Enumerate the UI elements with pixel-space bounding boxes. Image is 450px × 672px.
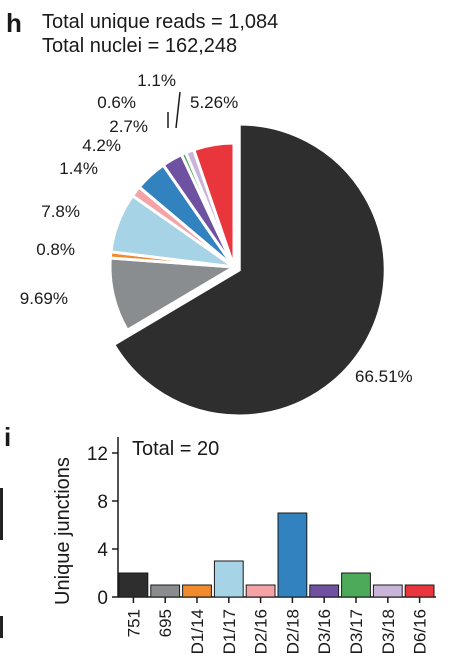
bar-751 — [118, 572, 149, 598]
pie-label-10: 5.26% — [190, 93, 238, 112]
pie-leader-9 — [175, 91, 181, 129]
pie-label-7: 2.7% — [109, 117, 148, 136]
pie-label-8: 0.6% — [97, 93, 136, 112]
y-axis-label: Unique junctions — [52, 457, 74, 605]
bar-D3-16 — [309, 584, 340, 598]
y-tick-label-12: 12 — [87, 444, 108, 465]
x-tick-label-6: D2/18 — [283, 609, 302, 654]
y-tick-label-8: 8 — [97, 492, 108, 513]
header-total-reads: Total unique reads = 1,084 — [42, 11, 279, 33]
bar-D1-14 — [182, 584, 212, 598]
pie-chart: 66.51% 9.69% 0.8% 7.8% 1.4% 4.2%2.7% 0.6%1.1% 5… — [20, 71, 413, 418]
y-tick-label-0: 0 — [97, 588, 108, 609]
bar-D1-17 — [213, 560, 244, 598]
pie-slice-1 — [111, 122, 387, 418]
bar-D2-16 — [245, 584, 276, 598]
x-tick-label-2: 695 — [156, 609, 175, 637]
pie-label-2: 9.69% — [20, 289, 68, 308]
pie-label-6: 4.2% — [82, 136, 121, 155]
pie-label-3: 0.8% — [36, 240, 75, 259]
x-tick-label-4: D1/17 — [220, 609, 239, 654]
pie-label-9: 1.1% — [137, 71, 176, 90]
y-tick-label-4: 4 — [97, 540, 108, 561]
x-tick-label-1: 751 — [124, 609, 143, 637]
pie-label-1: 66.51% — [355, 367, 413, 386]
total-annotation: Total = 20 — [132, 438, 219, 460]
bar-D3-17 — [341, 572, 371, 598]
left-edge-mark-bottom — [0, 616, 3, 638]
x-tick-label-3: D1/14 — [188, 609, 207, 654]
bar-695 — [150, 584, 181, 598]
panel-letter-h: h — [6, 8, 22, 38]
x-tick-label-8: D3/17 — [347, 609, 366, 654]
bar-D6-16 — [404, 584, 435, 598]
x-tick-label-7: D3/16 — [315, 609, 334, 654]
x-tick-label-10: D6/16 — [411, 609, 430, 654]
pie-label-4: 7.8% — [41, 202, 80, 221]
pie-label-5: 1.4% — [59, 159, 98, 178]
x-tick-label-5: D2/16 — [252, 609, 271, 654]
pie-slice-10 — [191, 141, 236, 268]
bar-D3-18 — [372, 584, 403, 598]
header-total-nuclei: Total nuclei = 162,248 — [42, 35, 238, 57]
panel-letter-i: i — [4, 422, 12, 452]
x-tick-label-9: D3/18 — [379, 609, 398, 654]
left-edge-mark-top — [0, 488, 3, 540]
bar-D2-18 — [277, 512, 308, 598]
